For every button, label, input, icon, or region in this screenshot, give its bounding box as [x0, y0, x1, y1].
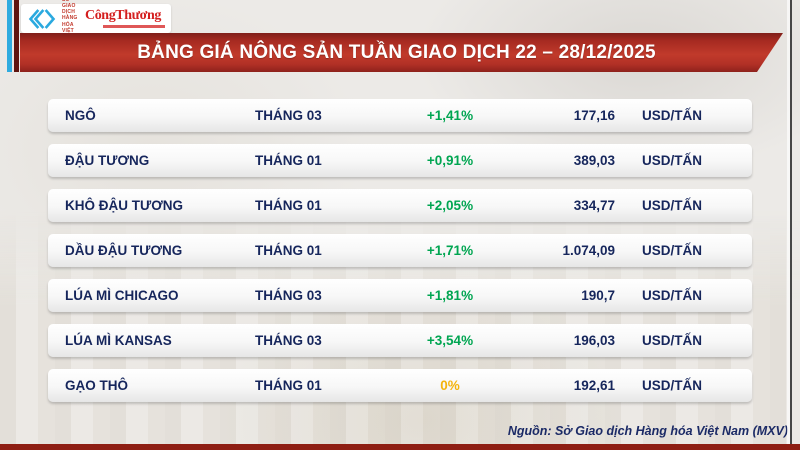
commodity-name: DẦU ĐẬU TƯƠNG: [65, 243, 183, 258]
price-value: 190,7: [581, 288, 615, 303]
commodity-name: GẠO THÔ: [65, 378, 128, 393]
contract-month: THÁNG 03: [255, 288, 322, 303]
price-row: LÚA MÌ CHICAGO THÁNG 03 +1,81% 190,7 USD…: [48, 279, 752, 312]
change-value: +1,41%: [426, 108, 474, 123]
price-value: 196,03: [573, 333, 615, 348]
change-value: +1,71%: [426, 243, 474, 258]
right-edge-line: [790, 0, 792, 450]
commodity-name: ĐẬU TƯƠNG: [65, 153, 150, 168]
price-unit: USD/TẤN: [642, 333, 702, 348]
cong-thuong-logo-text: CôngThương: [85, 8, 161, 23]
bottom-red-bar: [0, 444, 800, 450]
left-accent-stripe-cyan: [7, 0, 12, 72]
price-unit: USD/TẤN: [642, 288, 702, 303]
right-edge-highlight: [787, 0, 790, 450]
price-value: 334,77: [573, 198, 615, 213]
change-value: +3,54%: [426, 333, 474, 348]
price-value: 192,61: [573, 378, 615, 393]
cong-thuong-logo: CôngThương: [85, 9, 165, 28]
price-unit: USD/TẤN: [642, 378, 702, 393]
change-value: +1,81%: [426, 288, 474, 303]
change-value: +0,91%: [426, 153, 474, 168]
commodity-name: LÚA MÌ CHICAGO: [65, 288, 179, 303]
change-value: +2,05%: [426, 198, 474, 213]
price-row: ĐẬU TƯƠNG THÁNG 01 +0,91% 389,03 USD/TẤN: [48, 144, 752, 177]
price-row: LÚA MÌ KANSAS THÁNG 03 +3,54% 196,03 USD…: [48, 324, 752, 357]
contract-month: THÁNG 03: [255, 333, 322, 348]
price-row: NGÔ THÁNG 03 +1,41% 177,16 USD/TẤN: [48, 99, 752, 132]
title-banner: BẢNG GIÁ NÔNG SẢN TUẦN GIAO DỊCH 22 – 28…: [20, 33, 783, 72]
price-unit: USD/TẤN: [642, 108, 702, 123]
commodity-name: LÚA MÌ KANSAS: [65, 333, 172, 348]
cong-thuong-logo-strip: [103, 25, 165, 28]
price-unit: USD/TẤN: [642, 153, 702, 168]
page-title: BẢNG GIÁ NÔNG SẢN TUẦN GIAO DỊCH 22 – 28…: [137, 41, 656, 63]
change-value: 0%: [440, 378, 460, 393]
price-table: NGÔ THÁNG 03 +1,41% 177,16 USD/TẤN ĐẬU T…: [48, 99, 752, 414]
contract-month: THÁNG 01: [255, 378, 322, 393]
mxv-logo-icon: [27, 8, 57, 29]
contract-month: THÁNG 01: [255, 153, 322, 168]
price-value: 177,16: [573, 108, 615, 123]
left-accent-stripe-maroon: [14, 0, 19, 72]
price-unit: USD/TẤN: [642, 243, 702, 258]
contract-month: THÁNG 01: [255, 198, 322, 213]
price-row: DẦU ĐẬU TƯƠNG THÁNG 01 +1,71% 1.074,09 U…: [48, 234, 752, 267]
price-row: KHÔ ĐẬU TƯƠNG THÁNG 01 +2,05% 334,77 USD…: [48, 189, 752, 222]
price-unit: USD/TẤN: [642, 198, 702, 213]
commodity-name: NGÔ: [65, 108, 96, 123]
price-value: 1.074,09: [562, 243, 615, 258]
contract-month: THÁNG 01: [255, 243, 322, 258]
price-row: GẠO THÔ THÁNG 01 0% 192,61 USD/TẤN: [48, 369, 752, 402]
commodity-name: KHÔ ĐẬU TƯƠNG: [65, 198, 183, 213]
contract-month: THÁNG 03: [255, 108, 322, 123]
source-credit: Nguồn: Sở Giao dịch Hàng hóa Việt Nam (M…: [507, 424, 788, 438]
price-value: 389,03: [573, 153, 615, 168]
